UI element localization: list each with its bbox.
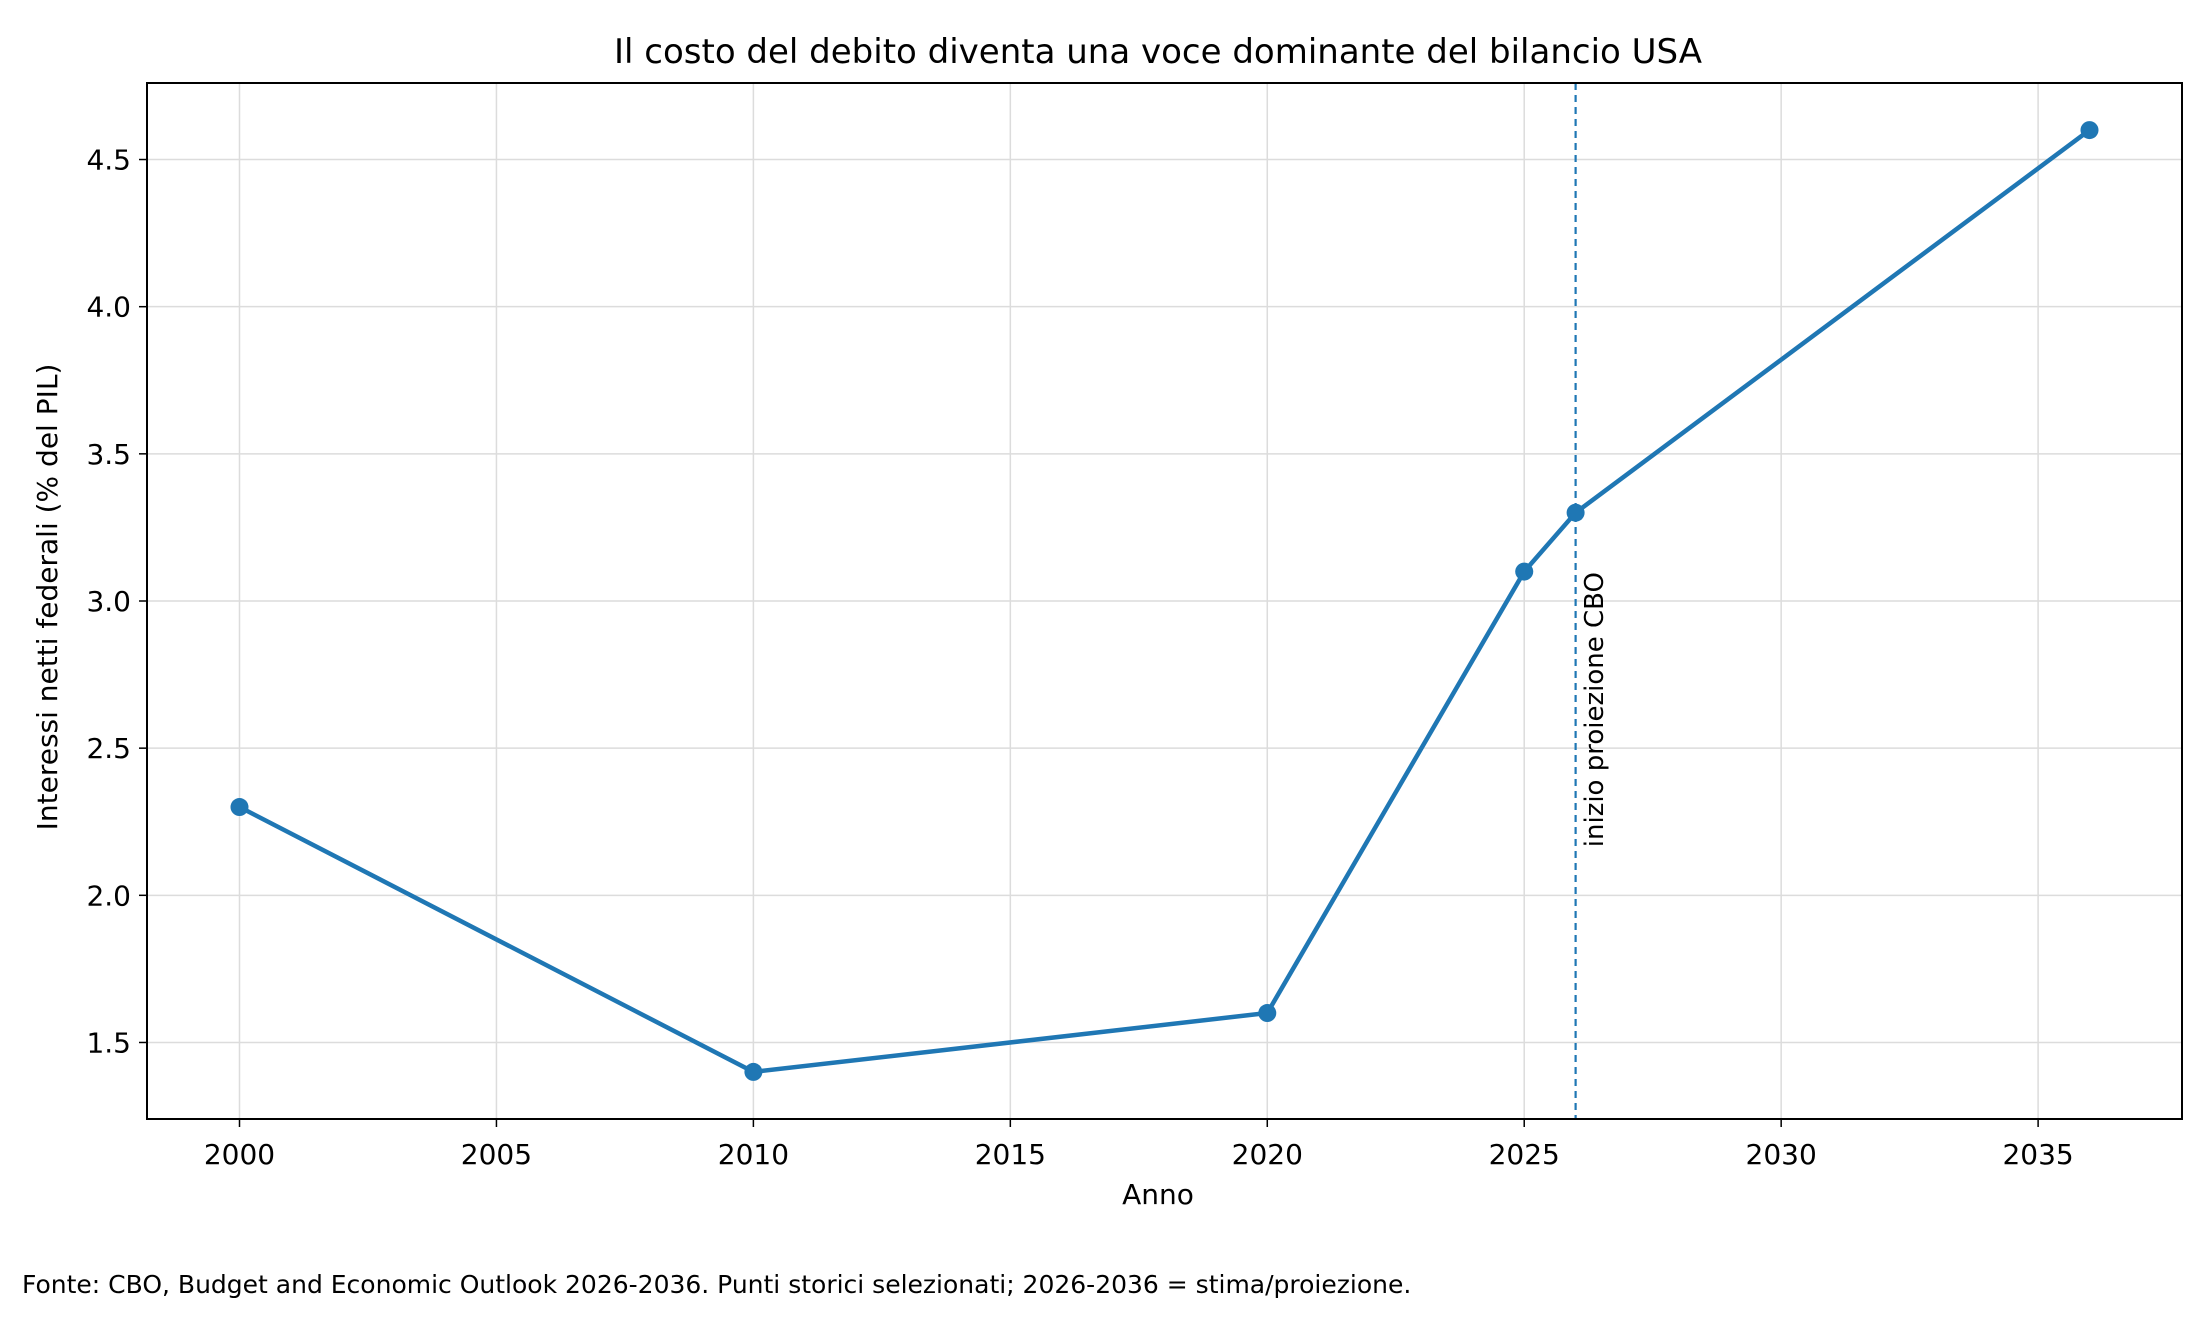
series-line	[230, 121, 2099, 1081]
data-point	[230, 798, 249, 817]
x-tick-label: 2025	[1489, 1138, 1560, 1171]
grid	[147, 83, 2182, 1119]
x-tick-label: 2020	[1232, 1138, 1303, 1171]
projection-annotation: inizio proiezione CBO	[1580, 572, 1610, 847]
x-tick-label: 2030	[1746, 1138, 1817, 1171]
x-tick-label: 2005	[461, 1138, 532, 1171]
data-point	[1566, 503, 1585, 522]
x-tick-label: 2015	[975, 1138, 1046, 1171]
y-tick-label: 3.0	[86, 585, 131, 618]
x-tick-label: 2035	[2002, 1138, 2073, 1171]
chart-title: Il costo del debito diventa una voce dom…	[614, 32, 1702, 72]
y-tick-label: 4.0	[86, 291, 131, 324]
x-tick-label: 2000	[204, 1138, 275, 1171]
source-note: Fonte: CBO, Budget and Economic Outlook …	[22, 1270, 1411, 1299]
axes-ticks: 2000 2005 2010 2015 2020 2025 2030 2035 1.5 2.0 2.…	[86, 144, 2073, 1171]
y-tick-label: 1.5	[86, 1026, 131, 1059]
y-tick-label: 2.0	[86, 879, 131, 912]
series-line-path	[237, 127, 2092, 1075]
x-axis-label: Anno	[1122, 1178, 1194, 1211]
data-point	[1258, 1004, 1277, 1023]
data-point	[2080, 121, 2099, 140]
y-tick-label: 4.5	[86, 144, 131, 177]
y-tick-label: 3.5	[86, 438, 131, 471]
data-point	[1515, 562, 1534, 581]
data-point	[744, 1062, 763, 1081]
x-tick-label: 2010	[718, 1138, 789, 1171]
y-axis-label: Interessi netti federali (% del PIL)	[31, 364, 64, 831]
y-tick-label: 2.5	[86, 732, 131, 765]
